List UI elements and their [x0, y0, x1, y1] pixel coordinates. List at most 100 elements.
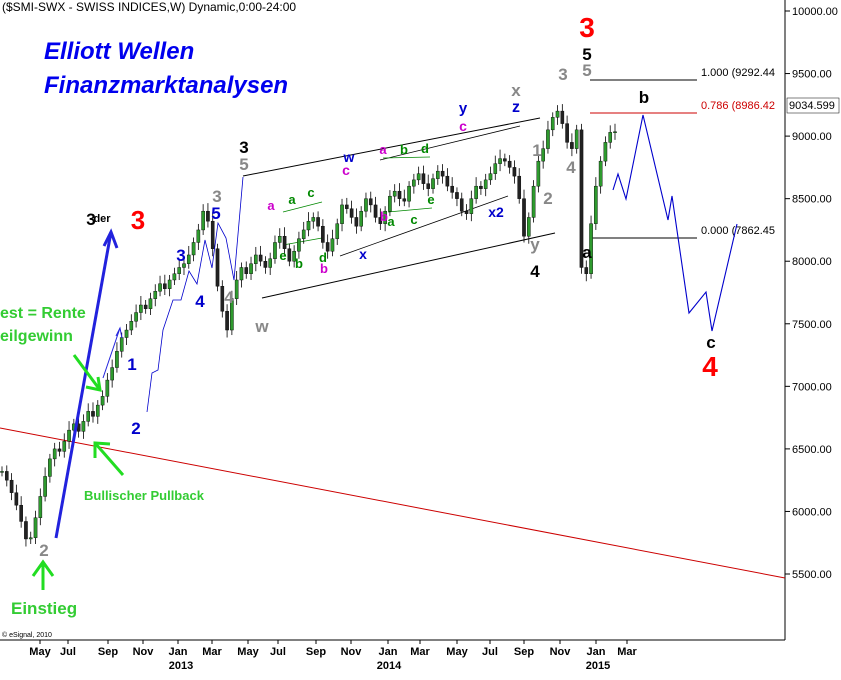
candle-body — [316, 217, 320, 227]
fib-level-0-label: 0.000 (7862.45 — [701, 225, 775, 237]
wave-label: e — [427, 192, 434, 207]
x-month-label: Jul — [482, 646, 498, 658]
candle-body — [459, 198, 464, 212]
wave-label: 5 — [582, 61, 591, 80]
wave-label: c — [410, 212, 417, 227]
candle-body — [608, 132, 613, 143]
candle-body — [570, 142, 574, 149]
candle-body — [268, 258, 272, 268]
channel-upper-line — [242, 117, 541, 177]
wave-label: a — [267, 198, 275, 213]
candle-body — [220, 286, 225, 312]
wave-label: 4 — [702, 351, 718, 382]
wave-label: a — [379, 142, 387, 157]
chart-title: ($SMI-SWX - SWISS INDICES,W) Dynamic,0:0… — [2, 0, 296, 14]
candle-body — [110, 367, 114, 381]
wave-label: w — [254, 317, 269, 336]
candle-body — [48, 458, 52, 477]
candle-body — [254, 254, 258, 264]
candle-body — [153, 291, 158, 299]
candle-body — [100, 396, 105, 406]
candle-body — [330, 238, 335, 252]
wave-label: c — [342, 162, 350, 178]
wave-label: x2 — [488, 204, 504, 220]
y-tick-label: 8000.00 — [792, 256, 832, 268]
candle-body — [325, 242, 330, 252]
wave-label: 1 — [127, 355, 136, 374]
candle-body — [129, 321, 134, 331]
last-price-box — [786, 97, 840, 114]
x-month-label: Nov — [341, 646, 363, 658]
wave-label: 3 — [558, 65, 567, 84]
channel-lower-line — [261, 232, 556, 299]
wave-label: 4 — [566, 158, 576, 177]
candle-body — [277, 235, 282, 243]
candle-body — [143, 304, 148, 309]
green-triangle-line-3 — [382, 156, 431, 159]
wave-label: c — [706, 333, 715, 352]
small-blue-arrow — [102, 327, 121, 379]
candle-body — [62, 441, 67, 452]
x-month-label: Mar — [410, 646, 430, 658]
wave-label: 4 — [530, 262, 540, 281]
candle-body — [555, 110, 560, 118]
x-month-label: May — [29, 646, 51, 658]
candle-body — [560, 110, 565, 124]
candle-body — [9, 479, 14, 493]
wave-label: x — [359, 246, 367, 262]
candle-body — [43, 476, 47, 497]
y-tick-label: 10000.00 — [792, 6, 838, 18]
brand-line-1: Elliott Wellen — [44, 38, 194, 65]
candle-body — [440, 170, 445, 177]
candle-body — [57, 448, 62, 452]
candle-body — [340, 204, 344, 224]
candle-body — [412, 179, 416, 187]
y-tick-label: 6000.00 — [792, 506, 832, 518]
candle-body — [263, 261, 268, 268]
wave-label: a — [582, 243, 592, 262]
candle-body — [594, 185, 598, 224]
annotation-einstieg: Einstieg — [11, 599, 77, 618]
candle-body — [258, 254, 263, 262]
small-blue-arrow-head — [115, 326, 123, 339]
last-price-label: 9034.599 — [789, 100, 835, 112]
x-year-label: 2013 — [169, 660, 193, 672]
candle-body — [148, 298, 153, 309]
candle-body — [19, 504, 23, 522]
candle-body — [33, 517, 38, 538]
candle-body — [345, 204, 349, 209]
candle-body — [105, 379, 110, 397]
y-tick-label: 8500.00 — [792, 194, 832, 206]
candle-body — [38, 496, 43, 518]
candle-body — [196, 229, 201, 243]
green-arrow-einstieg-head — [31, 559, 55, 577]
candle-body — [225, 311, 229, 331]
candle-body — [321, 225, 325, 243]
candle-body — [464, 210, 469, 214]
candle-body — [426, 183, 431, 189]
candle-body — [388, 195, 392, 212]
wave-label: d — [319, 250, 327, 265]
candle-body — [546, 129, 550, 149]
candle-body — [86, 411, 91, 422]
candle-body — [402, 198, 407, 202]
candle-body — [397, 190, 402, 199]
wave-3-arrow — [54, 231, 113, 539]
fib-level-1000-label: 1.000 (9292.44 — [701, 67, 775, 79]
wave-label: 2 — [543, 189, 552, 208]
red-trendline — [0, 427, 786, 579]
wave-label: b — [295, 256, 303, 271]
wave-label: 3 — [212, 187, 221, 206]
x-year-label: 2015 — [586, 660, 610, 672]
candle-body — [234, 279, 239, 299]
candle-body — [474, 185, 478, 199]
candle-body — [488, 173, 493, 181]
candlestick-series — [0, 104, 617, 547]
candle-body — [541, 148, 545, 162]
candle-body — [526, 217, 531, 237]
x-month-label: Jan — [379, 646, 398, 658]
candle-body — [579, 129, 584, 268]
fib-level-786-label: 0.786 (8986.42 — [701, 100, 775, 112]
annotation-teilgewinn: eilgewinn — [0, 328, 73, 345]
